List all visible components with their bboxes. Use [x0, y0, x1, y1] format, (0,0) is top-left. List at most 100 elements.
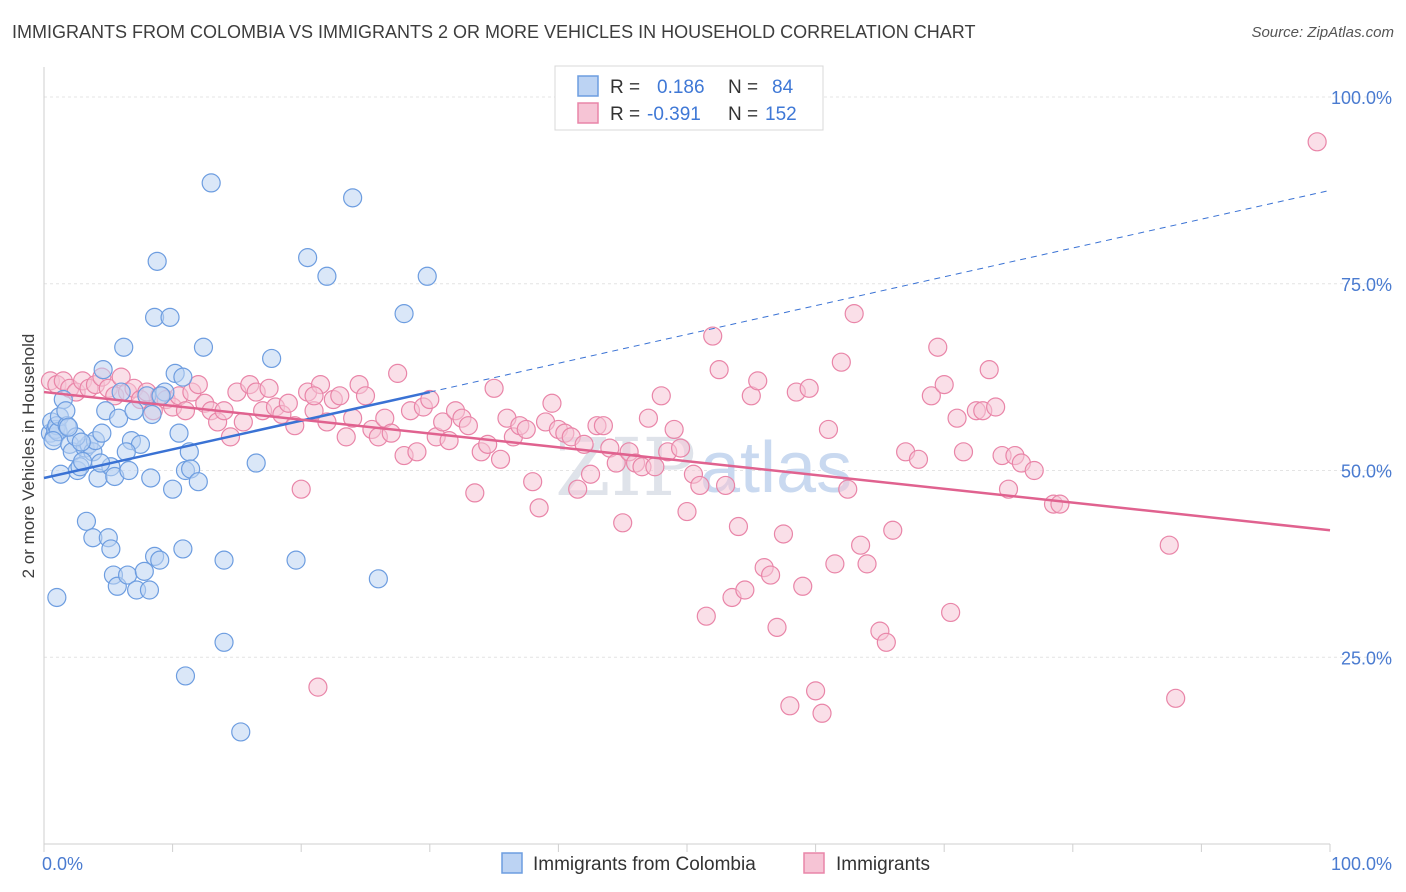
chart-title: IMMIGRANTS FROM COLOMBIA VS IMMIGRANTS 2… — [12, 22, 976, 42]
data-point-colombia — [147, 251, 167, 271]
data-point-colombia — [56, 401, 76, 421]
legend-bottom-swatch-pink — [803, 852, 825, 874]
legend-bottom-swatch-blue — [501, 852, 523, 874]
y-tick-label: 50.0% — [1341, 462, 1392, 482]
data-point-immigrants — [568, 479, 588, 499]
data-point-immigrants — [838, 479, 858, 499]
data-point-immigrants — [947, 408, 967, 428]
data-point-immigrants — [291, 479, 311, 499]
data-point-immigrants — [857, 554, 877, 574]
data-point-immigrants — [831, 352, 851, 372]
data-point-colombia — [317, 266, 337, 286]
trend-line-colombia-extrapolated — [429, 189, 1331, 393]
series-immigrants-points — [40, 132, 1327, 723]
data-point-immigrants — [645, 457, 665, 477]
data-point-colombia — [173, 367, 193, 387]
data-point-immigrants — [805, 681, 826, 701]
y-tick-label: 75.0% — [1341, 275, 1392, 295]
data-point-immigrants — [664, 419, 684, 440]
data-point-colombia — [114, 337, 134, 357]
data-point-immigrants — [233, 412, 253, 432]
data-point-colombia — [47, 587, 67, 608]
x-tick-label-min: 0.0% — [42, 854, 83, 874]
data-point-colombia — [246, 453, 266, 473]
trend-line-colombia — [43, 390, 431, 480]
data-point-immigrants — [735, 580, 755, 600]
data-point-immigrants — [928, 337, 948, 357]
data-point-immigrants — [941, 602, 961, 623]
data-point-immigrants — [175, 401, 196, 421]
data-point-immigrants — [490, 449, 511, 469]
data-point-immigrants — [953, 442, 974, 462]
data-point-immigrants — [748, 371, 768, 391]
legend-top: R = 0.186 N = 84 R = -0.391 N = 152 — [554, 65, 824, 131]
data-point-colombia — [58, 417, 79, 437]
data-point-immigrants — [818, 419, 839, 440]
legend-n-label-2: N = — [728, 104, 758, 125]
data-point-immigrants — [259, 378, 279, 398]
legend-r-label-2: R = — [610, 104, 640, 125]
data-point-immigrants — [336, 427, 356, 447]
data-point-immigrants — [876, 632, 896, 652]
y-tick-labels: 25.0% 50.0% 75.0% 100.0% — [1331, 88, 1392, 668]
data-point-colombia — [298, 248, 318, 268]
data-point-colombia — [124, 401, 144, 421]
data-point-immigrants — [934, 374, 954, 395]
data-point-colombia — [201, 173, 221, 193]
y-axis-title: 2 or more Vehicles in Household — [19, 334, 38, 579]
data-point-immigrants — [308, 677, 328, 697]
data-point-immigrants — [1159, 535, 1179, 555]
legend-n-label-1: N = — [728, 77, 758, 98]
data-point-immigrants — [825, 554, 845, 574]
data-point-colombia — [193, 337, 214, 357]
data-point-immigrants — [908, 449, 929, 469]
data-point-colombia — [108, 408, 129, 428]
data-point-immigrants — [773, 524, 794, 544]
data-point-colombia — [286, 550, 306, 570]
data-point-colombia — [214, 632, 234, 652]
data-point-immigrants — [330, 386, 350, 406]
data-point-colombia — [71, 432, 91, 452]
data-point-immigrants — [715, 475, 736, 496]
data-point-immigrants — [523, 472, 543, 492]
y-tick-label: 25.0% — [1341, 648, 1392, 668]
data-point-immigrants — [407, 442, 427, 462]
data-point-immigrants — [638, 408, 659, 428]
data-point-immigrants — [542, 393, 562, 413]
data-point-immigrants — [728, 516, 749, 537]
data-point-colombia — [142, 404, 162, 425]
data-point-immigrants — [516, 419, 536, 440]
legend-n-value-1: 84 — [772, 77, 794, 98]
data-point-colombia — [368, 569, 388, 589]
data-point-immigrants — [812, 703, 832, 723]
data-point-immigrants — [484, 378, 504, 398]
data-point-immigrants — [651, 386, 671, 406]
data-point-immigrants — [580, 464, 601, 484]
trend-line-immigrants — [43, 390, 1331, 532]
x-tick-labels: 0.0% 100.0% — [42, 854, 1392, 874]
data-point-immigrants — [793, 576, 813, 596]
trend-lines — [43, 189, 1331, 532]
data-point-immigrants — [921, 386, 941, 406]
data-point-colombia — [214, 550, 234, 570]
legend-n-value-2: 152 — [765, 104, 797, 125]
data-point-immigrants — [465, 483, 485, 503]
data-point-immigrants — [1307, 132, 1327, 152]
data-point-immigrants — [780, 696, 800, 716]
data-point-colombia — [101, 539, 121, 559]
legend-r-value-2: -0.391 — [647, 104, 701, 125]
data-point-immigrants — [188, 374, 208, 395]
data-point-colombia — [43, 431, 63, 451]
data-point-colombia — [119, 460, 139, 481]
data-point-immigrants — [304, 386, 324, 406]
data-point-immigrants — [278, 393, 298, 413]
x-tick-label-max: 100.0% — [1331, 854, 1392, 874]
data-point-immigrants — [986, 397, 1006, 417]
data-point-colombia — [394, 304, 414, 324]
data-point-immigrants — [458, 416, 478, 436]
data-point-immigrants — [709, 360, 729, 380]
data-point-immigrants — [593, 416, 614, 436]
legend-swatch-blue — [577, 75, 599, 97]
legend-bottom: Immigrants from Colombia Immigrants — [501, 852, 930, 875]
axes — [43, 67, 1331, 852]
